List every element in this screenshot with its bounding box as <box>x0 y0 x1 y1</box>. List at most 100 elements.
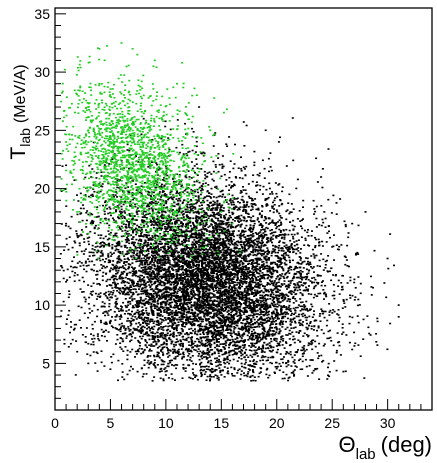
data-point <box>205 248 208 250</box>
data-point <box>190 243 193 246</box>
data-point <box>256 253 259 255</box>
data-point <box>127 221 130 223</box>
data-point <box>328 371 331 373</box>
data-point <box>287 361 290 363</box>
data-point <box>309 322 312 324</box>
data-point <box>93 254 96 257</box>
data-point <box>198 181 201 184</box>
data-point <box>275 320 277 322</box>
data-point <box>209 239 212 242</box>
data-point <box>207 327 210 329</box>
data-point <box>230 366 233 369</box>
data-point <box>163 185 166 187</box>
data-point <box>197 200 200 202</box>
data-point <box>100 242 102 244</box>
data-point <box>89 354 92 357</box>
data-point <box>306 322 308 325</box>
data-point <box>158 273 161 276</box>
data-point <box>119 337 122 339</box>
data-point <box>207 195 210 197</box>
data-point <box>124 327 127 330</box>
data-point <box>267 249 269 251</box>
data-point <box>329 270 331 273</box>
data-point <box>225 291 228 293</box>
data-point <box>252 304 255 306</box>
data-point <box>265 368 268 371</box>
data-point <box>223 279 226 282</box>
data-point <box>242 311 245 314</box>
data-point <box>140 337 143 340</box>
data-point <box>131 368 134 370</box>
data-point <box>211 234 214 236</box>
data-point <box>219 266 222 268</box>
data-point <box>209 196 212 198</box>
data-point <box>266 331 269 334</box>
data-point <box>229 254 232 257</box>
data-point <box>168 299 171 301</box>
data-point <box>108 303 111 305</box>
data-point <box>103 261 106 263</box>
data-point <box>288 250 291 253</box>
data-point <box>243 246 246 248</box>
data-point <box>147 323 150 325</box>
data-point <box>263 307 266 309</box>
data-point <box>185 240 188 242</box>
data-point <box>218 259 221 262</box>
data-point <box>252 363 255 365</box>
data-point <box>114 234 117 237</box>
data-point <box>232 249 235 252</box>
data-point <box>192 374 195 376</box>
data-point <box>233 317 236 320</box>
data-point <box>180 306 183 308</box>
data-point <box>241 261 244 264</box>
data-point <box>285 306 288 308</box>
data-point <box>230 316 233 319</box>
data-point <box>187 320 190 322</box>
data-point <box>119 274 122 277</box>
data-point <box>147 239 150 242</box>
data-point <box>184 175 187 177</box>
data-point <box>180 312 183 314</box>
data-point <box>177 307 180 309</box>
data-point <box>242 280 245 283</box>
data-point <box>135 291 138 293</box>
data-point <box>215 365 218 368</box>
data-point <box>263 235 266 237</box>
data-point <box>185 223 187 225</box>
data-point <box>297 339 300 341</box>
data-point <box>151 338 154 340</box>
data-point <box>294 312 297 314</box>
data-point <box>302 218 304 220</box>
data-point <box>235 246 238 249</box>
data-point <box>96 333 99 335</box>
data-point <box>224 199 227 201</box>
data-point <box>241 291 243 294</box>
data-point <box>211 255 214 258</box>
data-point <box>320 281 323 283</box>
data-point <box>207 275 210 278</box>
data-point <box>214 164 217 166</box>
data-point <box>224 309 227 312</box>
data-point <box>210 187 213 190</box>
data-point <box>263 322 266 324</box>
data-point <box>197 283 200 286</box>
data-point <box>248 345 251 347</box>
data-point <box>80 250 83 253</box>
data-point <box>266 343 269 345</box>
data-point <box>247 183 250 185</box>
data-point <box>303 289 306 291</box>
data-point <box>353 281 356 284</box>
data-point <box>170 298 172 301</box>
data-point <box>131 194 134 196</box>
data-point <box>226 298 229 300</box>
data-point <box>181 309 184 312</box>
data-point <box>231 243 234 246</box>
data-point <box>161 348 164 350</box>
data-point <box>292 335 295 338</box>
data-point <box>61 266 64 269</box>
data-point <box>182 255 185 257</box>
data-point <box>297 349 299 351</box>
data-point <box>225 265 228 267</box>
data-point <box>187 215 190 218</box>
data-point <box>356 304 359 307</box>
